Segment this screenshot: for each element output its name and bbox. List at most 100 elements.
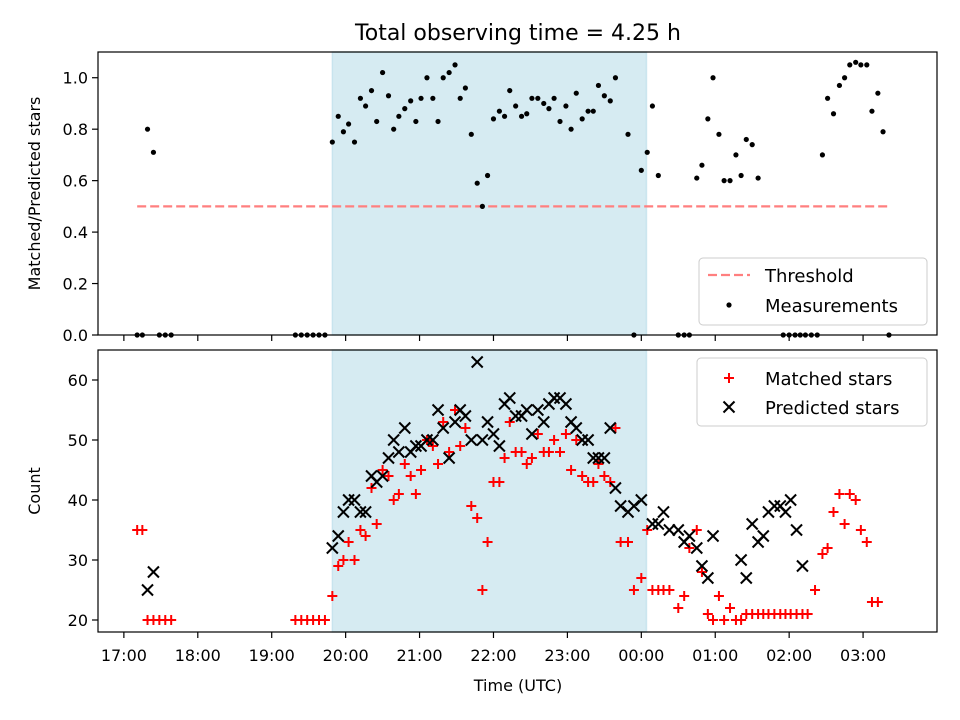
measurement-point [585, 108, 591, 114]
top-observing-window-shade [331, 51, 648, 336]
measurement-point [529, 95, 535, 101]
matched-star-point [366, 483, 377, 493]
measurement-point [841, 75, 848, 81]
measurement-point [329, 139, 335, 145]
matched-star-point [560, 429, 571, 439]
bottom-y-axis-ticks: 20 30 40 50 60 [68, 371, 98, 630]
measurement-point [362, 103, 369, 109]
measurement-point [590, 108, 596, 114]
measurement-point [847, 62, 853, 68]
matched-star-point [137, 525, 148, 535]
matched-star-point [355, 525, 366, 535]
measurement-point [144, 126, 151, 132]
matched-star-point [327, 591, 338, 601]
y-tick-label: 0.0 [63, 326, 88, 345]
matched-star-point [338, 555, 349, 565]
y-tick-label: 40 [68, 491, 88, 510]
measurement-point [595, 82, 602, 89]
x-axis-label: Time (UTC) [473, 676, 562, 695]
matched-star-point [410, 489, 421, 499]
matched-star-point [438, 417, 449, 427]
measurement-point [644, 149, 650, 155]
bottom-panel-frame [97, 349, 938, 633]
matched-star-point [872, 597, 883, 607]
predicted-star-point [609, 481, 622, 495]
measurement-point [880, 129, 886, 135]
x-tick-label: 00:00 [618, 646, 664, 665]
matched-star-point [455, 441, 466, 451]
matched-star-point [702, 609, 713, 619]
measurement-point [824, 95, 831, 101]
y-tick-label: 1.0 [63, 69, 88, 88]
legend-threshold-label: Threshold [764, 266, 854, 287]
predicted-star-point [740, 571, 753, 585]
measurement-point [699, 162, 705, 168]
matched-star-point [399, 459, 410, 469]
y-tick-label: 0.8 [63, 120, 88, 139]
measurement-point [462, 85, 468, 91]
measurement-point [150, 149, 157, 155]
x-tick-label: 18:00 [175, 646, 221, 665]
predicted-star-point [635, 493, 648, 507]
matched-star-point [708, 615, 719, 625]
predicted-star-point [437, 421, 450, 435]
measurement-point [694, 175, 700, 181]
measurement-point [435, 118, 441, 125]
matched-star-point [839, 519, 850, 529]
measurement-point [607, 98, 613, 104]
matched-star-point [360, 531, 371, 541]
predicted-star-point [646, 517, 659, 531]
measurement-point [649, 103, 656, 109]
matched-star-point [549, 435, 560, 445]
matched-star-point [516, 447, 527, 457]
measurement-point [413, 118, 419, 125]
matched-star-point [543, 447, 554, 457]
measurement-point [858, 62, 864, 68]
measurement-point [468, 131, 474, 137]
predicted-star-point [398, 421, 411, 435]
legend-plus-marker [724, 373, 734, 383]
measurement-point [836, 82, 843, 89]
predicted-star-point [431, 403, 445, 417]
matched-star-point [427, 441, 438, 451]
measurement-point [601, 93, 607, 99]
x-tick-label: 19:00 [249, 646, 295, 665]
x-tick-label: 22:00 [470, 646, 516, 665]
measurement-point [345, 121, 352, 127]
measurement-point [875, 90, 881, 96]
predicted-stars-series [141, 355, 809, 597]
x-tick-label: 23:00 [544, 646, 590, 665]
x-tick-label: 02:00 [766, 646, 812, 665]
y-tick-label: 0.2 [63, 275, 88, 294]
matched-star-point [466, 501, 477, 511]
matched-stars-series [132, 405, 883, 625]
predicted-star-point [796, 559, 809, 573]
measurement-point [457, 95, 463, 101]
predicted-star-point [757, 529, 770, 543]
matched-star-point [736, 615, 747, 625]
measurement-point [716, 131, 722, 137]
predicted-star-point [509, 409, 522, 423]
measurement-point [563, 103, 569, 109]
predicted-star-point [359, 505, 372, 519]
y-tick-label: 50 [68, 431, 88, 450]
measurement-point [749, 142, 755, 148]
x-tick-label: 21:00 [397, 646, 443, 665]
matched-star-point [577, 471, 588, 481]
matched-star-point [719, 615, 730, 625]
predicted-star-point [745, 517, 759, 531]
predicted-star-point [409, 439, 423, 453]
measurement-point [452, 62, 458, 68]
matched-star-point [810, 585, 821, 595]
predicted-star-point [392, 445, 406, 459]
measurement-point [733, 152, 739, 158]
measurement-point [655, 172, 661, 179]
matched-star-point [377, 465, 388, 475]
measurement-point [869, 108, 875, 114]
matched-star-point [623, 537, 634, 547]
measurement-point [424, 75, 430, 81]
measurement-point [546, 106, 552, 112]
predicted-star-point [537, 415, 550, 429]
matched-star-point [333, 561, 344, 571]
predicted-star-point [695, 559, 709, 573]
